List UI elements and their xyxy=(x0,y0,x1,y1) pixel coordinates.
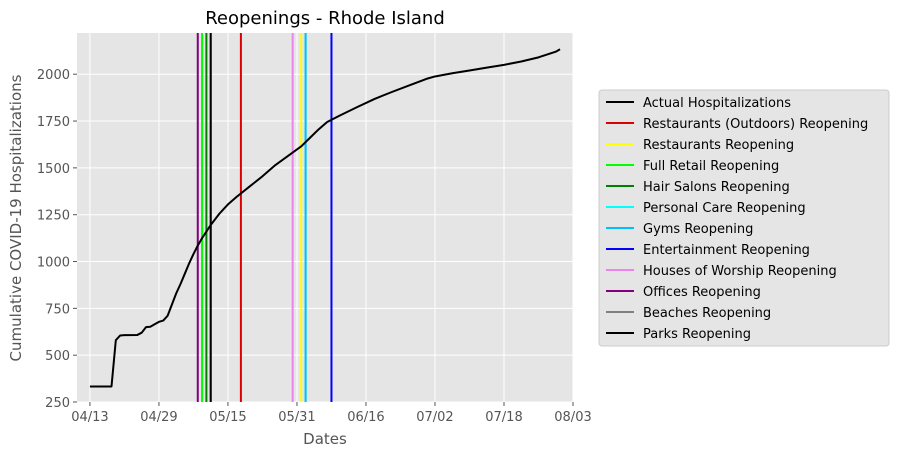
x-tick-label: 07/18 xyxy=(485,410,522,425)
y-tick-label: 500 xyxy=(45,349,70,364)
chart-title: Reopenings - Rhode Island xyxy=(205,8,445,29)
legend-label: Beaches Reopening xyxy=(643,306,771,321)
y-tick-label: 1500 xyxy=(37,162,70,177)
x-tick-label: 08/03 xyxy=(554,410,591,425)
series-lines xyxy=(89,48,561,388)
grid xyxy=(77,33,574,403)
y-axis-label: Cumulative COVID-19 Hospitalizations xyxy=(7,74,25,361)
legend-label: Houses of Worship Reopening xyxy=(643,264,837,279)
legend-label: Full Retail Reopening xyxy=(643,159,779,174)
x-axis-ticks: 04/13 04/29 05/15 05/31 06/16 07/02 07/18 08/03 xyxy=(71,402,592,425)
legend-label: Actual Hospitalizations xyxy=(643,96,791,111)
y-tick-label: 1000 xyxy=(37,256,70,271)
legend-label: Restaurants Reopening xyxy=(643,138,794,153)
legend-label: Gyms Reopening xyxy=(643,222,753,237)
y-tick-label: 1750 xyxy=(37,115,70,130)
y-tick-label: 750 xyxy=(45,302,70,317)
x-tick-label: 04/29 xyxy=(140,410,177,425)
x-axis-label: Dates xyxy=(303,430,347,448)
legend-label: Entertainment Reopening xyxy=(643,243,810,258)
legend-label: Restaurants (Outdoors) Reopening xyxy=(643,117,868,132)
legend-label: Parks Reopening xyxy=(643,327,751,342)
legend-label: Personal Care Reopening xyxy=(643,201,806,216)
plot-background xyxy=(77,33,573,402)
y-tick-label: 2000 xyxy=(37,68,70,83)
y-axis-ticks: 250 500 750 1000 1250 1500 1750 2000 xyxy=(37,68,77,411)
x-tick-label: 07/02 xyxy=(416,410,453,425)
series-line xyxy=(89,48,561,388)
x-tick-label: 05/15 xyxy=(209,410,246,425)
x-tick-label: 04/13 xyxy=(71,410,108,425)
legend-label: Offices Reopening xyxy=(643,285,761,300)
legend-label: Hair Salons Reopening xyxy=(643,180,790,195)
x-tick-label: 05/31 xyxy=(278,410,315,425)
y-tick-label: 250 xyxy=(45,396,70,411)
x-tick-label: 06/16 xyxy=(347,410,384,425)
reopening-lines xyxy=(196,33,333,402)
y-tick-label: 1250 xyxy=(37,209,70,224)
legend: Actual Hospitalizations Restaurants (Outd… xyxy=(598,89,890,347)
legend-box xyxy=(598,89,890,347)
